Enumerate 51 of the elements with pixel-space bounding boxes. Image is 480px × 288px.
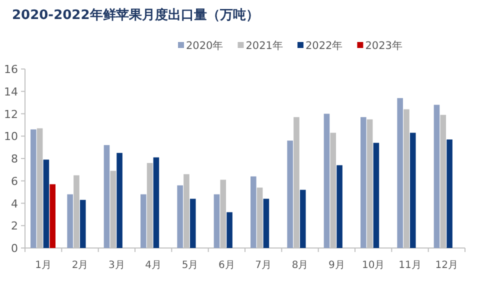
x-tick-label: 11月 — [398, 260, 422, 271]
x-tick-label: 8月 — [292, 260, 308, 271]
x-tick-label: 6月 — [218, 260, 235, 271]
bar — [360, 117, 366, 248]
bar — [153, 157, 160, 248]
bar — [397, 98, 403, 248]
bar — [324, 114, 330, 248]
bar — [104, 145, 110, 248]
x-tick-label: 2月 — [72, 260, 88, 271]
bar — [300, 190, 306, 248]
bar — [336, 165, 342, 248]
bar — [226, 212, 232, 248]
y-tick-label: 10 — [4, 130, 18, 144]
y-tick-label: 6 — [11, 174, 18, 188]
x-tick-label: 10月 — [362, 260, 385, 271]
y-tick-label: 12 — [4, 108, 18, 121]
legend-label: 2020年 — [186, 40, 224, 52]
bar — [214, 194, 220, 248]
legend-label: 2021年 — [246, 40, 284, 52]
bar — [140, 194, 146, 248]
bar — [43, 160, 50, 248]
y-tick-label: 14 — [4, 85, 18, 98]
bar — [263, 198, 270, 248]
bar — [434, 104, 440, 248]
bar — [177, 185, 183, 248]
bar — [446, 139, 452, 248]
bar — [50, 184, 56, 248]
bar — [80, 200, 86, 248]
bar — [373, 142, 380, 248]
bar — [30, 129, 36, 248]
y-tick-label: 0 — [11, 242, 18, 255]
bar — [190, 198, 196, 248]
bar — [250, 176, 256, 248]
bar — [116, 152, 122, 248]
x-tick-label: 4月 — [145, 260, 162, 271]
y-tick-label: 16 — [4, 63, 18, 76]
legend-label: 2023年 — [365, 40, 403, 52]
x-tick-label: 5月 — [182, 260, 198, 271]
legend-label: 2022年 — [305, 40, 344, 52]
x-tick-label: 1月 — [35, 260, 52, 271]
bar — [287, 140, 293, 248]
y-tick-label: 2 — [11, 220, 18, 233]
x-tick-label: 9月 — [328, 260, 345, 271]
y-tick-label: 4 — [11, 197, 18, 210]
y-tick-label: 8 — [11, 152, 18, 166]
bar — [410, 132, 416, 248]
chart-title: 2020-2022年鲜苹果月度出口量（万吨） — [12, 7, 259, 23]
x-tick-label: 3月 — [108, 260, 125, 271]
bar — [67, 194, 73, 248]
x-tick-label: 12月 — [435, 260, 458, 271]
x-tick-label: 7月 — [255, 260, 272, 271]
